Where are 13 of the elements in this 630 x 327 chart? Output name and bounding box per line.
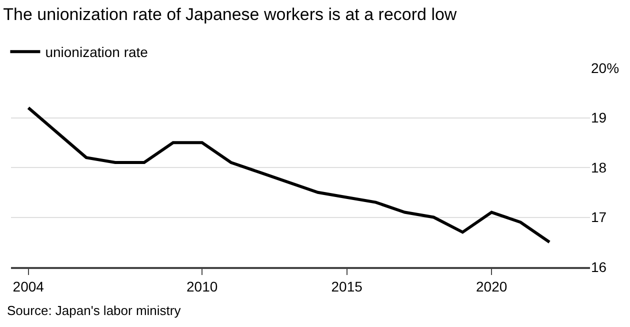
- x-tick-label: 2015: [331, 278, 363, 295]
- y-tick-label: 16: [591, 258, 607, 275]
- x-tick-label: 2020: [476, 278, 508, 295]
- line-series: [26, 106, 551, 244]
- x-tick-label: 2004: [12, 278, 44, 295]
- y-tick-label: 18: [591, 159, 607, 176]
- source-note: Source: Japan's labor ministry: [7, 303, 182, 318]
- chart-title: The unionization rate of Japanese workers is at a record low: [3, 5, 458, 24]
- x-tick-label: 2010: [186, 278, 218, 295]
- legend-label: unionization rate: [45, 44, 148, 60]
- y-tick-label: 20%: [591, 60, 620, 76]
- y-tick-label: 19: [591, 110, 607, 126]
- y-tick-label: 17: [591, 209, 607, 226]
